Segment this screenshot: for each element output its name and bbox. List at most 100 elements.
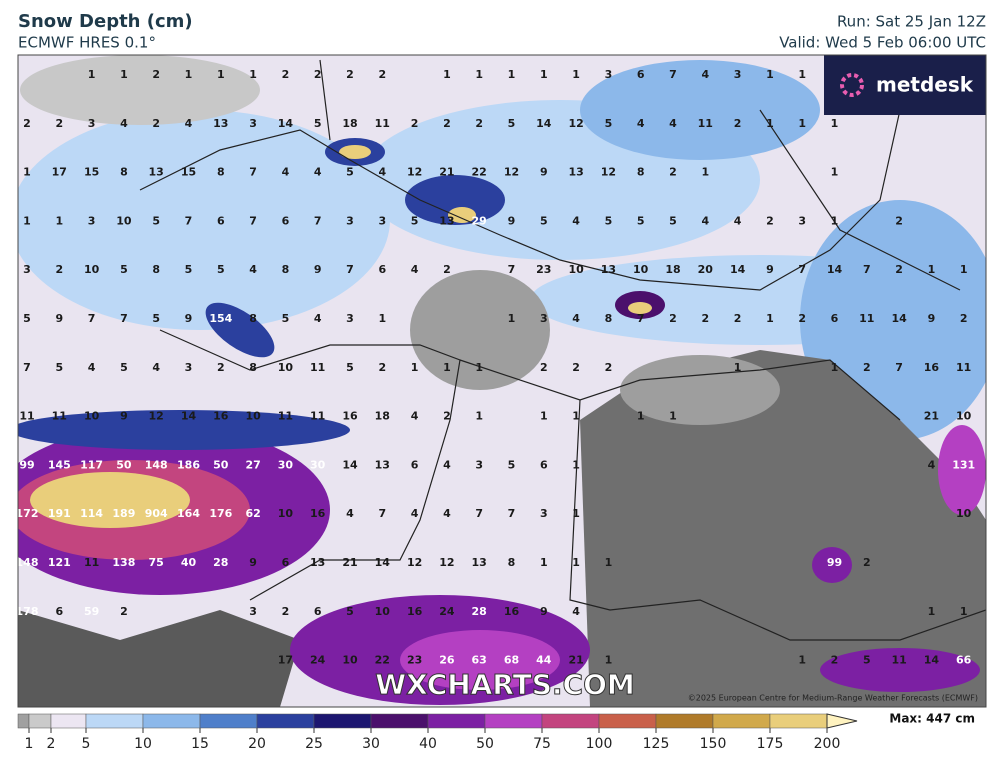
snow-depth-label: 4 (734, 214, 742, 227)
snow-depth-label: 16 (213, 410, 229, 423)
snow-depth-label: 14 (891, 312, 907, 325)
snow-depth-label: 7 (378, 507, 386, 520)
snow-depth-label: 1 (928, 263, 936, 276)
snow-depth-label: 9 (540, 605, 548, 618)
snow-depth-label: 4 (411, 507, 419, 520)
snow-depth-label: 5 (217, 263, 225, 276)
snow-depth-label: 5 (605, 117, 613, 130)
snow-depth-label: 9 (928, 312, 936, 325)
snow-depth-label: 2 (863, 556, 871, 569)
model: ECMWF HRES 0.1° (18, 34, 156, 52)
snow-depth-label: 4 (411, 410, 419, 423)
snow-depth-label: 1 (798, 68, 806, 81)
snow-depth-label: 2 (605, 361, 613, 374)
legend-tick-label: 125 (643, 736, 670, 752)
snow-depth-label: 11 (698, 117, 713, 130)
snow-depth-label: 1 (23, 166, 31, 179)
snow-depth-label: 7 (88, 312, 96, 325)
snow-depth-label: 1 (88, 68, 96, 81)
snow-depth-label: 12 (601, 166, 616, 179)
snow-depth-label: 12 (407, 556, 422, 569)
snow-depth-label: 15 (181, 166, 196, 179)
snow-depth-label: 6 (55, 605, 63, 618)
snow-depth-label: 154 (209, 312, 232, 325)
snow-depth-label: 12 (149, 410, 164, 423)
snow-depth-label: 7 (637, 312, 645, 325)
snow-depth-label: 99 (19, 458, 34, 471)
snow-depth-label: 1 (572, 556, 580, 569)
snow-depth-label: 63 (472, 654, 487, 667)
snow-depth-label: 1 (217, 68, 225, 81)
snow-depth-label: 10 (84, 410, 100, 423)
legend-tick-label: 15 (191, 736, 209, 752)
snow-depth-label: 59 (84, 605, 99, 618)
snow-depth-label: 4 (411, 263, 419, 276)
snow-depth-label: 4 (572, 312, 580, 325)
snow-depth-label: 23 (407, 654, 422, 667)
snow-depth-label: 11 (278, 410, 293, 423)
snow-depth-label: 30 (278, 458, 294, 471)
snow-depth-label: 10 (84, 263, 100, 276)
snow-depth-label: 4 (701, 68, 709, 81)
map-background (18, 55, 986, 707)
snow-depth-label: 10 (956, 507, 972, 520)
snow-depth-label: 8 (249, 361, 257, 374)
snow-depth-label: 1 (411, 361, 419, 374)
snow-depth-label: 16 (924, 361, 940, 374)
snow-depth-label: 138 (112, 556, 135, 569)
snow-depth-label: 2 (282, 605, 290, 618)
legend-swatch (142, 713, 201, 729)
snow-depth-label: 5 (120, 263, 128, 276)
snow-depth-label: 7 (895, 361, 903, 374)
legend-tick-label: 40 (419, 736, 437, 752)
snow-depth-label: 11 (84, 556, 99, 569)
snow-depth-label: 1 (378, 312, 386, 325)
snow-depth-label: 24 (439, 605, 455, 618)
snow-depth-label: 75 (149, 556, 164, 569)
snow-depth-label: 5 (346, 605, 354, 618)
snow-depth-label: 21 (568, 654, 583, 667)
snow-depth-label: 2 (572, 361, 580, 374)
snow-depth-label: 3 (249, 117, 257, 130)
legend-arrow (826, 713, 858, 729)
snow-depth-label: 6 (378, 263, 386, 276)
snow-depth-label: 13 (310, 556, 325, 569)
snow-depth-label: 2 (540, 361, 548, 374)
legend-swatch (541, 713, 600, 729)
snow-depth-label: 2 (701, 312, 709, 325)
logo-icon (840, 73, 864, 97)
snow-depth-label: 10 (568, 263, 584, 276)
snow-depth-label: 1 (960, 605, 968, 618)
snow-depth-label: 8 (282, 263, 290, 276)
snow-depth-label: 176 (209, 507, 232, 520)
snow-depth-label: 1 (572, 410, 580, 423)
snow-depth-label: 16 (310, 507, 326, 520)
legend-tick-label: 50 (476, 736, 494, 752)
snow-depth-label: 11 (310, 410, 325, 423)
snow-depth-label: 29 (472, 214, 487, 227)
snow-depth-label: 11 (19, 410, 34, 423)
snow-depth-label: 12 (568, 117, 583, 130)
snow-depth-label: 18 (375, 410, 390, 423)
snow-depth-label: 8 (605, 312, 613, 325)
snow-depth-label: 1 (572, 68, 580, 81)
legend-swatch (313, 713, 372, 729)
snow-depth-label: 1 (766, 312, 774, 325)
snow-depth-label: 20 (698, 263, 714, 276)
snow-depth-label: 3 (734, 68, 742, 81)
snow-depth-label: 189 (112, 507, 135, 520)
run: Run: Sat 25 Jan 12Z (837, 13, 986, 31)
legend-swatch (17, 713, 30, 729)
snow-depth-label: 2 (831, 654, 839, 667)
legend: 1 2 5 10 15 20 25 30 40 50 75 100 125 150 175 200 (17, 713, 858, 752)
snow-depth-label: 148 (145, 458, 168, 471)
snow-depth-label: 17 (278, 654, 293, 667)
snow-depth-label: 9 (120, 410, 128, 423)
snow-depth-label: 5 (346, 166, 354, 179)
snow-depth-label: 5 (152, 214, 160, 227)
snow-depth-label: 4 (443, 458, 451, 471)
snow-depth-label: 14 (536, 117, 552, 130)
snow-depth-label: 2 (443, 410, 451, 423)
snow-depth-label: 14 (827, 263, 843, 276)
snow-depth-label: 2 (152, 68, 160, 81)
